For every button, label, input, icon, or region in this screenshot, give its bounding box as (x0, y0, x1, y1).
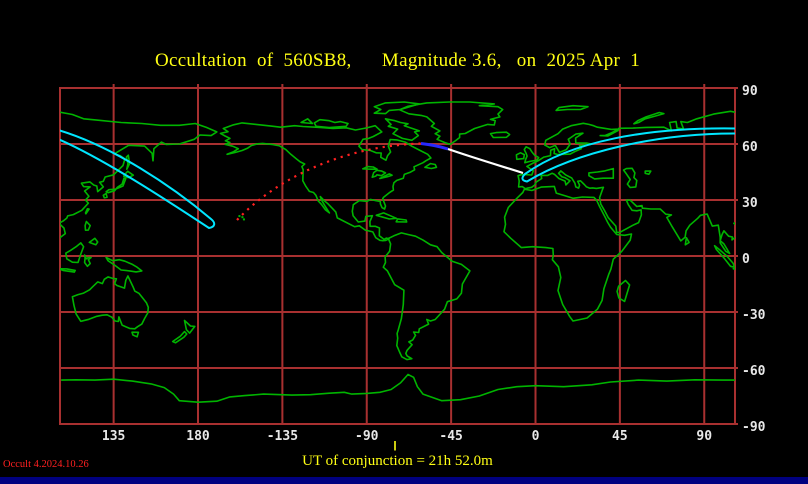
coast-mindanao (88, 237, 99, 246)
coast-madagascar (616, 279, 631, 303)
coastlines (10, 101, 808, 403)
map-title: Occultation of 560SB8, Magnitude 3.6, on… (154, 50, 641, 71)
coast-banks-island (300, 118, 314, 125)
coast-australia (71, 275, 150, 330)
coast-newfoundland (424, 162, 438, 170)
coast-java (60, 267, 76, 273)
coast-mindanao (764, 238, 772, 245)
lon-label-90: 90 (696, 429, 712, 444)
centre-line-daylight (236, 142, 422, 221)
taskbar-edge (0, 477, 808, 484)
lat-label-0: 0 (742, 252, 750, 267)
lon-label-135: 135 (102, 429, 125, 444)
coast-novaya-zemlya (633, 111, 665, 125)
coast-new-guinea (105, 256, 143, 273)
coast-ellesmere-island (373, 101, 421, 115)
lat-label--30: -30 (742, 308, 766, 323)
coast-sakhalin (125, 154, 131, 170)
coast-greenland (398, 101, 504, 146)
lat-label-90: 90 (742, 84, 758, 99)
coast-black-sea (588, 167, 615, 180)
coast-sri-lanka (684, 236, 690, 246)
coast-honshu (105, 177, 127, 194)
lon-label--45: -45 (439, 429, 462, 444)
coast-sulawesi (760, 255, 767, 266)
coast-great-britain (523, 146, 540, 164)
version-label: Occult 4.2024.10.26 (3, 459, 89, 470)
lat-label--60: -60 (742, 364, 766, 379)
centre-line-night (447, 147, 524, 175)
conjunction-longitude-tick (394, 441, 396, 451)
coast-tasmania (131, 331, 140, 338)
conjunction-label: UT of conjunction = 21h 52.0m (302, 453, 493, 469)
coast-taiwan (761, 209, 765, 214)
lon-label-45: 45 (612, 429, 628, 444)
coast-sakhalin (801, 155, 804, 169)
coast-africa (503, 185, 633, 322)
hawaii-islet (238, 215, 241, 218)
coast-cuba (375, 212, 398, 220)
coast-kyushu (778, 194, 782, 198)
coast-new-guinea (781, 258, 808, 272)
coast-honshu (781, 179, 801, 193)
coast-eurasia (60, 111, 218, 239)
coast-baffin-island (384, 118, 421, 142)
coast-caspian-sea (622, 167, 638, 189)
lat-label-60: 60 (742, 140, 758, 155)
lon-label--90: -90 (355, 429, 379, 444)
plot-border (59, 87, 736, 425)
coast-south-america (382, 232, 471, 361)
visibility-limit-east (521, 127, 735, 183)
coast-aral-sea (644, 170, 652, 175)
coast-iceland (489, 131, 511, 139)
axis-labels: 135 180 -135 -90 -45 0 45 90 90 60 30 0 -30 -60 -90 (102, 84, 766, 444)
coast-borneo (64, 242, 85, 264)
coast-svalbard (555, 104, 589, 112)
visibility-limit-west (60, 129, 216, 229)
coast-ireland (515, 152, 526, 161)
coast-sumatra (713, 244, 735, 268)
coast-sulawesi (83, 254, 92, 268)
lon-label-180: 180 (186, 429, 210, 444)
lon-label-0: 0 (532, 429, 540, 444)
coast-lake-erie-ontario (379, 173, 393, 180)
coast-eurasia (517, 110, 735, 255)
lat-label-30: 30 (742, 196, 758, 211)
coast-north-america (219, 122, 432, 242)
occultation-path (60, 127, 735, 229)
coast-sri-lanka (10, 238, 14, 245)
centre-line-twilight (420, 142, 449, 151)
coast-taiwan (84, 208, 90, 215)
lon-label--135: -135 (267, 429, 298, 444)
coast-lake-michigan-huron (371, 169, 387, 178)
coast-luzon (760, 222, 765, 231)
coast-sumatra (60, 266, 61, 268)
hawaii-islet (241, 216, 244, 219)
coast-victoria-island (313, 118, 349, 129)
coast-luzon (84, 220, 92, 231)
coast-new-zealand-north (183, 319, 196, 334)
coast-new-zealand-south (171, 330, 188, 344)
coast-kyushu (102, 192, 108, 199)
coast-hokkaido (799, 171, 808, 177)
lat-label--90: -90 (742, 420, 766, 435)
coast-antarctica (61, 373, 735, 403)
coast-hispaniola (395, 218, 408, 223)
grid (59, 84, 738, 425)
hawaii-islet (242, 218, 245, 221)
coast-lake-superior (362, 165, 378, 170)
